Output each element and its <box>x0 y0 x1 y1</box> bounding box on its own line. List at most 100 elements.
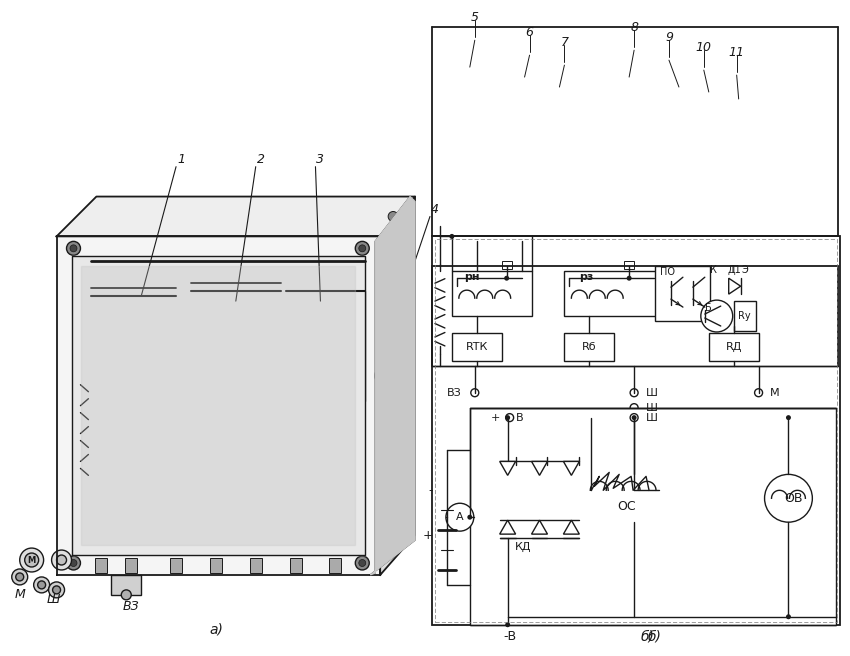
Text: ВЗ: ВЗ <box>447 388 462 398</box>
Circle shape <box>70 560 77 567</box>
Circle shape <box>57 555 66 565</box>
Text: рз: рз <box>580 272 593 282</box>
Bar <box>92 291 176 386</box>
Circle shape <box>471 389 479 397</box>
Polygon shape <box>57 197 415 236</box>
Polygon shape <box>728 278 740 294</box>
Polygon shape <box>57 236 380 575</box>
Circle shape <box>16 573 24 581</box>
Circle shape <box>359 560 366 567</box>
Bar <box>191 291 280 401</box>
Bar <box>470 407 836 625</box>
Text: ОС: ОС <box>617 500 636 513</box>
Text: В: В <box>516 413 524 422</box>
Bar <box>111 575 141 595</box>
Text: 2: 2 <box>257 154 264 166</box>
Circle shape <box>630 389 638 397</box>
Circle shape <box>626 276 632 281</box>
Bar <box>330 558 342 573</box>
Bar <box>197 299 275 394</box>
Circle shape <box>786 614 791 619</box>
Text: ПО: ПО <box>660 267 675 277</box>
Bar <box>452 333 502 361</box>
Text: а): а) <box>209 623 223 637</box>
Polygon shape <box>728 278 740 294</box>
Polygon shape <box>564 461 580 476</box>
Circle shape <box>48 582 65 598</box>
Text: 6: 6 <box>525 26 534 39</box>
Bar <box>210 558 222 573</box>
Text: 5: 5 <box>471 10 479 24</box>
Polygon shape <box>531 520 547 534</box>
Bar <box>432 236 841 625</box>
Circle shape <box>52 550 71 570</box>
Circle shape <box>37 581 46 589</box>
Text: Д1: Д1 <box>728 265 741 276</box>
Bar <box>95 558 107 573</box>
Circle shape <box>20 548 43 572</box>
Text: 7: 7 <box>560 35 569 49</box>
Text: Э: Э <box>741 265 748 276</box>
Text: Т: Т <box>728 265 734 276</box>
Text: 4: 4 <box>431 203 439 216</box>
Circle shape <box>504 276 509 281</box>
Circle shape <box>630 414 638 422</box>
Circle shape <box>12 569 28 585</box>
Circle shape <box>505 415 510 420</box>
Circle shape <box>764 474 813 522</box>
Text: 3: 3 <box>316 154 325 166</box>
Bar <box>290 558 302 573</box>
Bar <box>250 558 262 573</box>
Text: +: + <box>422 529 433 542</box>
Text: 11: 11 <box>728 46 745 58</box>
Circle shape <box>303 279 308 285</box>
Circle shape <box>149 283 154 289</box>
Text: Ш: Ш <box>47 593 60 606</box>
Text: б): б) <box>647 630 661 644</box>
Text: 10: 10 <box>696 41 711 54</box>
Text: М: М <box>769 388 779 398</box>
Bar <box>292 299 360 394</box>
Circle shape <box>122 590 131 600</box>
Text: К: К <box>711 265 717 276</box>
Text: -: - <box>428 484 433 497</box>
Circle shape <box>53 586 60 594</box>
Circle shape <box>446 503 473 531</box>
Text: рн: рн <box>464 272 479 282</box>
Polygon shape <box>371 197 415 575</box>
Text: А: А <box>456 512 463 522</box>
Circle shape <box>468 515 473 520</box>
Circle shape <box>701 300 733 332</box>
Text: ВЗ: ВЗ <box>123 600 139 613</box>
Circle shape <box>450 234 455 239</box>
Bar <box>452 271 531 316</box>
Text: ОВ: ОВ <box>785 492 802 504</box>
Bar <box>709 333 758 361</box>
Circle shape <box>389 372 397 380</box>
Bar <box>734 301 756 331</box>
Text: Ш: Ш <box>646 403 658 413</box>
Text: 9: 9 <box>665 31 673 44</box>
Text: Rу: Rу <box>739 311 751 321</box>
Circle shape <box>355 241 369 255</box>
Bar <box>502 261 512 269</box>
Bar <box>624 261 634 269</box>
Circle shape <box>25 553 38 567</box>
Circle shape <box>355 556 369 570</box>
Circle shape <box>383 366 403 386</box>
Polygon shape <box>71 256 366 555</box>
Polygon shape <box>380 197 415 575</box>
Bar <box>564 333 615 361</box>
Bar <box>655 266 710 321</box>
Bar <box>564 271 664 316</box>
Circle shape <box>114 283 119 289</box>
Circle shape <box>70 245 77 252</box>
Bar <box>435 239 837 622</box>
Bar <box>125 558 137 573</box>
Text: M: M <box>27 556 36 565</box>
Text: 8: 8 <box>630 21 638 33</box>
Text: 1: 1 <box>177 154 185 166</box>
Text: КД: КД <box>515 542 532 552</box>
Text: б): б) <box>640 630 654 644</box>
Text: Rб: Rб <box>582 342 597 352</box>
